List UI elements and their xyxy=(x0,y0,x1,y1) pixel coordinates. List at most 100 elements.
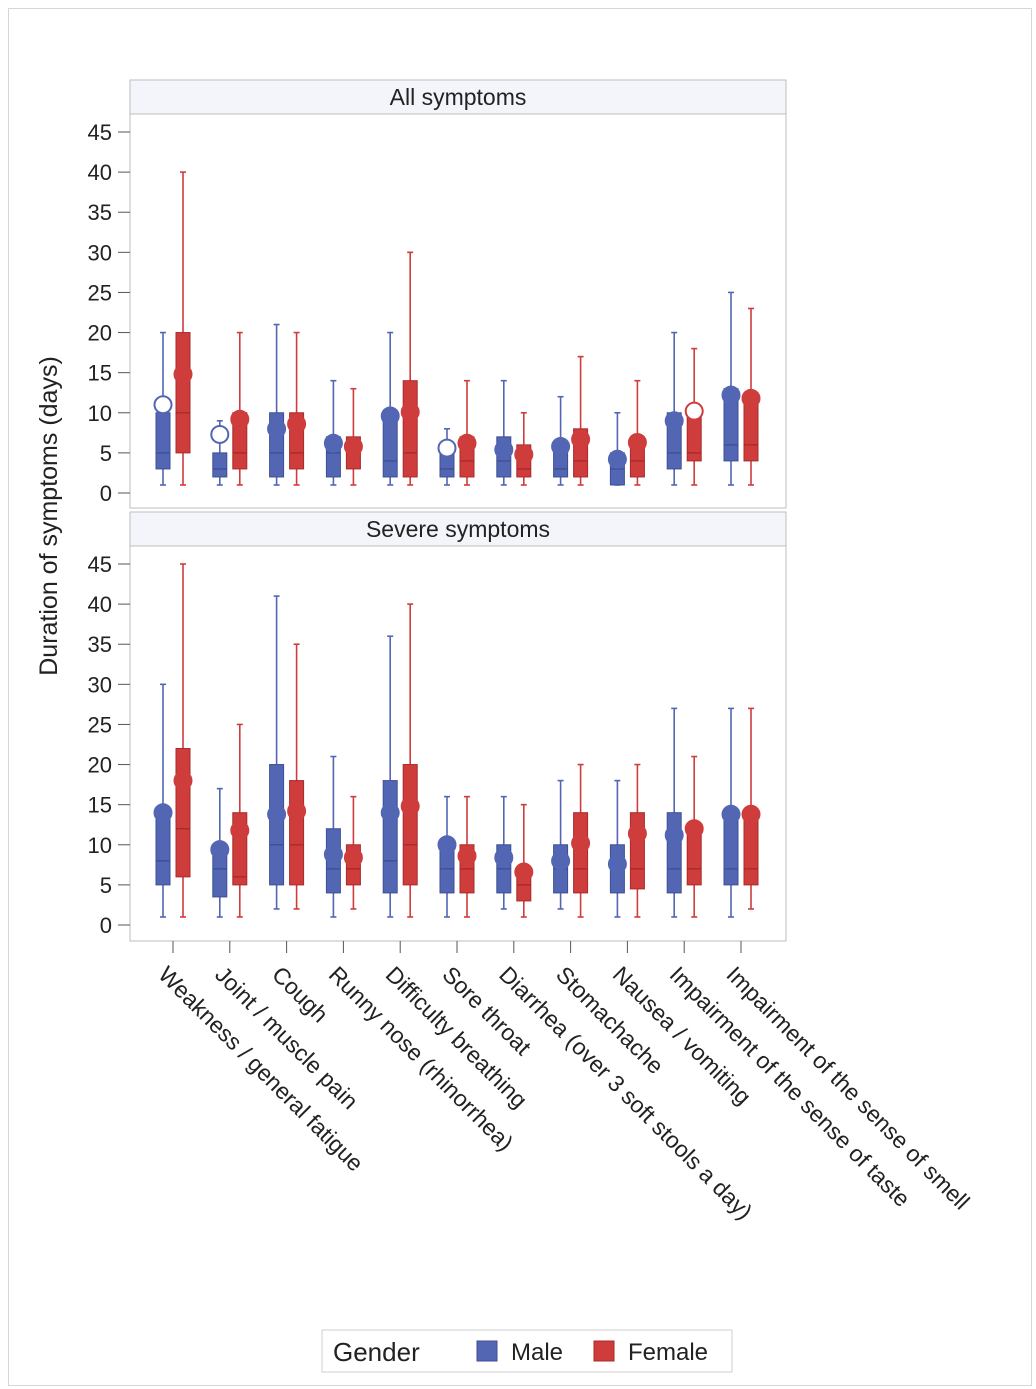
box-male xyxy=(267,595,287,910)
y-tick-label: 30 xyxy=(88,672,112,697)
y-tick-label: 5 xyxy=(100,873,112,898)
box-male xyxy=(664,707,684,918)
box-male xyxy=(380,331,400,486)
y-axis-ticks: 0 5 10 15 20 25 30 35 40 45 xyxy=(88,120,130,506)
y-tick-label: 10 xyxy=(88,401,112,426)
box-male xyxy=(210,787,230,918)
mean-marker xyxy=(741,804,761,824)
box-female xyxy=(457,379,477,486)
mean-marker xyxy=(230,409,250,429)
y-tick-label: 25 xyxy=(88,712,112,737)
box-female xyxy=(343,795,363,910)
box-female xyxy=(173,563,193,918)
mean-marker xyxy=(153,803,173,823)
mean-marker xyxy=(343,436,363,456)
iqr-box xyxy=(175,748,191,878)
iqr-box xyxy=(402,380,418,478)
box-male xyxy=(551,395,571,486)
mean-marker xyxy=(323,844,343,864)
x-tick-label: Impairment of the sense of smell xyxy=(721,961,974,1214)
mean-marker xyxy=(153,395,173,415)
box-male xyxy=(494,795,514,910)
box-female xyxy=(627,379,647,486)
box-male xyxy=(664,331,684,486)
box-male xyxy=(323,755,343,918)
mean-marker xyxy=(437,438,457,458)
box-female xyxy=(741,707,761,910)
y-tick-label: 15 xyxy=(88,793,112,818)
y-tick-label: 40 xyxy=(88,592,112,617)
box-female xyxy=(343,387,363,486)
mean-marker xyxy=(323,433,343,453)
mean-marker xyxy=(607,449,627,469)
plot-area-frame xyxy=(129,113,787,509)
box-female xyxy=(684,755,704,918)
legend-swatch-female xyxy=(593,1340,615,1362)
box-male xyxy=(153,331,173,486)
y-tick-label: 0 xyxy=(100,913,112,938)
y-tick-label: 10 xyxy=(88,833,112,858)
box-female xyxy=(457,795,477,918)
y-tick-label: 45 xyxy=(88,120,112,145)
mean-marker xyxy=(494,440,514,460)
y-tick-label: 25 xyxy=(88,280,112,305)
panel-severe-symptoms: Severe symptoms 0 5 10 15 20 25 30 35 40 45 xyxy=(88,511,787,942)
iqr-box xyxy=(573,812,589,894)
mean-marker xyxy=(287,801,307,821)
y-tick-label: 35 xyxy=(88,200,112,225)
legend-title: Gender xyxy=(333,1337,420,1367)
mean-marker xyxy=(457,846,477,866)
mean-marker xyxy=(721,385,741,405)
iqr-box xyxy=(212,452,228,478)
panel-title: All symptoms xyxy=(390,84,527,110)
mean-marker xyxy=(571,429,591,449)
mean-marker xyxy=(664,825,684,845)
iqr-box xyxy=(269,764,285,886)
mean-marker xyxy=(664,411,684,431)
mean-marker xyxy=(400,796,420,816)
mean-marker xyxy=(684,819,704,839)
box-male xyxy=(323,379,343,486)
y-tick-label: 5 xyxy=(100,441,112,466)
mean-marker xyxy=(514,444,534,464)
box-male xyxy=(437,428,457,486)
mean-marker xyxy=(741,388,761,408)
iqr-box xyxy=(402,764,418,886)
box-female xyxy=(514,411,534,486)
mean-marker xyxy=(607,854,627,874)
iqr-box xyxy=(155,412,171,470)
box-female xyxy=(400,251,420,486)
mean-marker xyxy=(571,833,591,853)
box-female xyxy=(287,331,307,486)
mean-marker xyxy=(457,433,477,453)
mean-marker xyxy=(343,848,363,868)
box-female xyxy=(287,643,307,910)
y-tick-label: 45 xyxy=(88,552,112,577)
box-female xyxy=(230,723,250,918)
y-tick-label: 30 xyxy=(88,240,112,265)
box-female xyxy=(571,763,591,918)
box-male xyxy=(380,635,400,918)
mean-marker xyxy=(210,424,230,444)
mean-marker xyxy=(267,804,287,824)
box-female xyxy=(684,347,704,486)
y-tick-label: 35 xyxy=(88,632,112,657)
legend-label-female: Female xyxy=(628,1339,708,1366)
box-male xyxy=(551,779,571,910)
box-male xyxy=(607,779,627,918)
box-female xyxy=(571,355,591,486)
mean-marker xyxy=(684,401,704,421)
legend: Gender Male Female xyxy=(321,1329,733,1373)
box-male xyxy=(607,411,627,486)
y-tick-label: 20 xyxy=(88,753,112,778)
box-male xyxy=(721,291,741,486)
chart-frame xyxy=(8,8,1032,1386)
y-axis-label: Duration of symptoms (days) xyxy=(35,356,63,676)
mean-marker xyxy=(380,803,400,823)
mean-marker xyxy=(627,824,647,844)
mean-marker xyxy=(437,835,457,855)
box-female xyxy=(627,763,647,918)
mean-marker xyxy=(494,848,514,868)
legend-label-male: Male xyxy=(511,1339,563,1366)
y-tick-label: 0 xyxy=(100,481,112,506)
